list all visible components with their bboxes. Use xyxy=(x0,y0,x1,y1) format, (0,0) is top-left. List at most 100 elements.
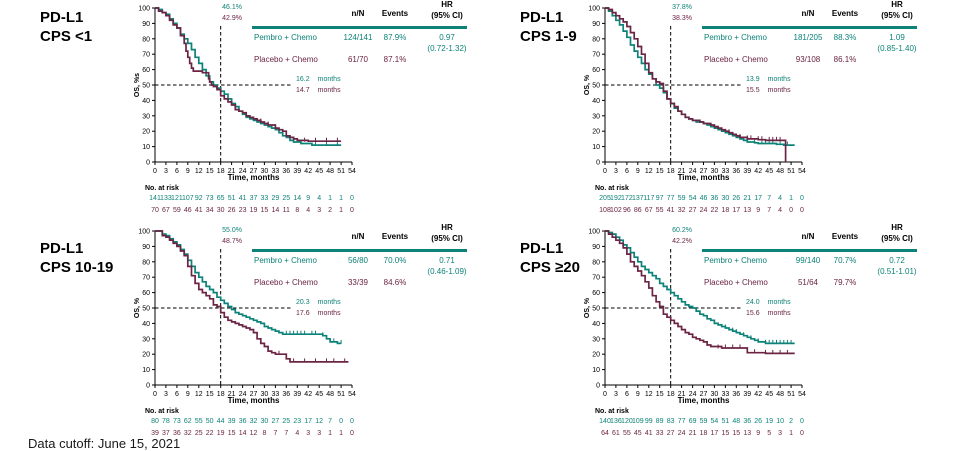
x-tick-label: 30 xyxy=(711,168,719,175)
at-risk-value-pembro: 27 xyxy=(271,418,280,425)
x-tick-label: 6 xyxy=(175,168,179,175)
y-tick-label: 20 xyxy=(592,129,600,136)
arm-nN-pembro: 124/141 xyxy=(343,33,373,42)
median-os-pembro: 13.9 months xyxy=(746,76,791,83)
at-risk-value-placebo: 24 xyxy=(677,430,686,437)
y-tick-label: 60 xyxy=(592,290,600,297)
arm-label-pembro: Pembro + Chemo xyxy=(254,33,317,42)
at-risk-value-placebo: 0 xyxy=(350,207,354,214)
x-tick-label: 36 xyxy=(282,391,290,398)
at-risk-value-pembro: 137 xyxy=(631,195,644,202)
x-tick-label: 48 xyxy=(776,391,784,398)
x-tick-label: 0 xyxy=(603,168,607,175)
at-risk-value-pembro: 121 xyxy=(171,195,183,202)
no-at-risk-label: No. at risk xyxy=(595,408,629,415)
y-tick-label: 0 xyxy=(146,160,150,167)
y-tick-label: 50 xyxy=(592,306,600,313)
arm-label-placebo: Placebo + Chemo xyxy=(254,278,318,287)
y-tick-label: 90 xyxy=(592,244,600,251)
at-risk-value-placebo: 55 xyxy=(655,207,664,214)
y-tick-label: 50 xyxy=(142,83,150,90)
at-risk-value-pembro: 36 xyxy=(238,418,247,425)
arm-hr-ci-pembro: (0.85-1.40) xyxy=(877,44,917,53)
x-tick-label: 33 xyxy=(722,391,730,398)
at-risk-value-pembro: 39 xyxy=(227,418,236,425)
km-curve-placebo xyxy=(155,7,342,143)
at-risk-value-placebo: 1 xyxy=(339,207,344,214)
at-risk-row-pembro: 141 133 121 107 92 73 65 51 41 37 33 29 25 14 9 4 1 1 0 xyxy=(0,195,480,205)
x-tick-label: 0 xyxy=(603,391,607,398)
y-tick-label: 40 xyxy=(592,98,600,105)
median-value-placebo: 17.6 xyxy=(296,310,310,317)
at-risk-value-placebo: 13 xyxy=(743,207,752,214)
y-axis-label: OS, % xyxy=(584,74,591,96)
at-risk-value-placebo: 0 xyxy=(350,430,354,437)
at-risk-value-pembro: 10 xyxy=(776,418,784,425)
at-risk-value-placebo: 11 xyxy=(282,207,290,214)
x-tick-label: 48 xyxy=(326,168,334,175)
arm-hr-pembro: 0.97 xyxy=(439,33,455,42)
x-tick-label: 18 xyxy=(667,391,675,398)
at-risk-value-pembro: 14 xyxy=(293,195,302,202)
x-tick-label: 6 xyxy=(625,168,629,175)
col-header-events: Events xyxy=(381,232,409,241)
at-risk-row-placebo: 39 37 36 32 25 22 19 15 14 12 8 7 7 4 3 3 1 1 0 xyxy=(0,430,480,440)
median-value-placebo: 14.7 xyxy=(296,87,310,94)
col-header-ci: (95% CI) xyxy=(431,234,463,243)
arm-nN-placebo: 93/108 xyxy=(795,55,821,64)
panel-title-line2: CPS <1 xyxy=(40,28,93,45)
y-tick-label: 70 xyxy=(142,52,150,59)
km-curve-placebo xyxy=(155,230,349,363)
at-risk-value-placebo: 7 xyxy=(273,430,278,437)
median-value-pembro: 16.2 xyxy=(296,76,310,83)
at-risk-value-placebo: 67 xyxy=(644,207,653,214)
at-risk-value-pembro: 30 xyxy=(260,418,269,425)
arm-hr-ci-pembro: (0.46-1.09) xyxy=(427,267,467,276)
x-tick-label: 12 xyxy=(195,391,203,398)
arm-nN-placebo: 51/64 xyxy=(797,278,819,287)
at-risk-value-placebo: 18 xyxy=(699,430,708,437)
km-curve-placebo xyxy=(605,7,787,162)
km-panel: 0 3 6 9 12 15 18 21 24 27 30 33 36 39 42 45 48 51 54 0 10 20 3… xyxy=(480,223,960,445)
median-unit: months xyxy=(317,87,341,94)
at-risk-value-placebo: 37 xyxy=(161,430,170,437)
at-risk-value-placebo: 0 xyxy=(789,207,794,214)
at-risk-value-placebo: 39 xyxy=(151,430,159,437)
x-axis-title: Time, months xyxy=(227,173,280,182)
x-tick-label: 12 xyxy=(195,168,203,175)
x-tick-label: 39 xyxy=(743,391,751,398)
at-risk-value-pembro: 192 xyxy=(610,195,622,202)
at-risk-value-placebo: 18 xyxy=(721,207,730,214)
at-risk-value-pembro: 36 xyxy=(710,195,719,202)
at-risk-value-placebo: 102 xyxy=(610,207,622,214)
landmark-rate-pembro: 55.0% xyxy=(222,227,242,234)
panel-title: PD-L1 CPS 1-9 xyxy=(520,8,577,46)
x-tick-label: 18 xyxy=(217,168,225,175)
x-tick-label: 3 xyxy=(614,391,618,398)
at-risk-value-placebo: 1 xyxy=(328,430,333,437)
y-tick-label: 50 xyxy=(142,306,150,313)
x-tick-label: 51 xyxy=(787,168,795,175)
y-tick-label: 80 xyxy=(592,259,600,266)
at-risk-value-pembro: 109 xyxy=(631,418,644,425)
col-header-n-of-N: n/N xyxy=(351,9,365,18)
panel-title: PD-L1 CPS ≥20 xyxy=(520,239,580,277)
at-risk-value-placebo: 14 xyxy=(271,207,280,214)
arm-nN-pembro: 56/80 xyxy=(347,256,369,265)
at-risk-value-pembro: 141 xyxy=(149,195,161,202)
landmark-rate-placebo: 48.7% xyxy=(222,238,242,245)
at-risk-value-pembro: 59 xyxy=(699,418,708,425)
y-tick-label: 20 xyxy=(142,129,150,136)
x-tick-label: 15 xyxy=(206,168,214,175)
at-risk-value-placebo: 41 xyxy=(194,207,203,214)
data-cutoff-note: Data cutoff: June 15, 2021 xyxy=(28,436,181,451)
y-tick-label: 90 xyxy=(142,244,150,251)
median-os-pembro: 24.0 months xyxy=(746,299,791,306)
at-risk-value-placebo: 22 xyxy=(710,207,719,214)
km-panel: 0 3 6 9 12 15 18 21 24 27 30 33 36 39 42 45 48 51 54 0 10 20 3… xyxy=(0,223,480,445)
x-axis-title: Time, months xyxy=(677,173,730,182)
table-header-rule xyxy=(702,26,917,29)
median-os-placebo: 15.5 months xyxy=(746,87,791,94)
panel-title: PD-L1 CPS <1 xyxy=(40,8,92,46)
median-value-placebo: 15.5 xyxy=(746,87,760,94)
